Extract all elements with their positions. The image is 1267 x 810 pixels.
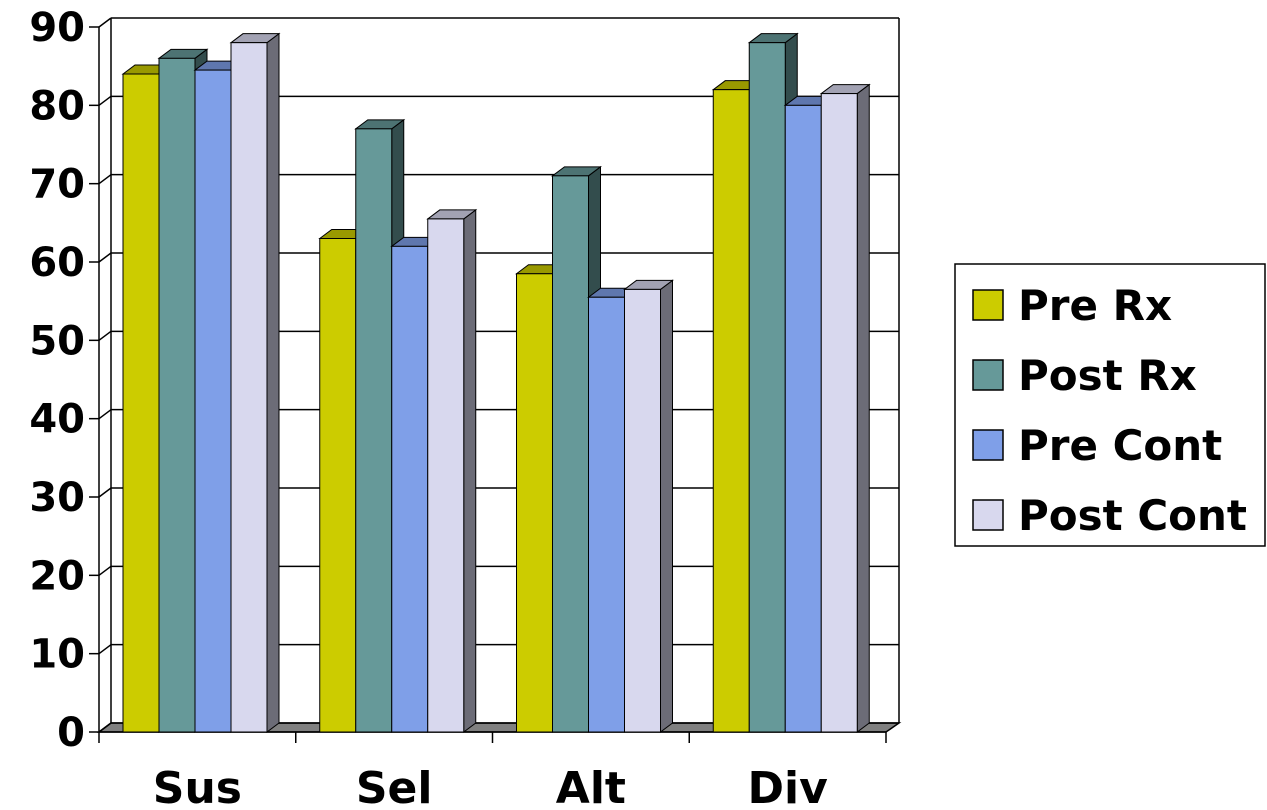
bar xyxy=(623,279,674,733)
x-tick-label: Sus xyxy=(153,763,242,810)
y-tick-label: 60 xyxy=(29,240,85,286)
bar-front xyxy=(624,288,661,733)
bar-front xyxy=(588,296,625,733)
legend-swatch xyxy=(972,359,1004,391)
legend-label: Post Rx xyxy=(1018,351,1197,400)
bar xyxy=(229,32,281,733)
y-tick-label: 50 xyxy=(29,318,85,364)
gridline-side xyxy=(98,487,112,498)
legend-label: Pre Rx xyxy=(1018,281,1172,330)
y-tick-label: 70 xyxy=(29,162,85,208)
y-tick-label: 90 xyxy=(29,5,85,51)
bar-side xyxy=(266,32,280,733)
legend-swatch xyxy=(972,499,1004,531)
x-tick-label: Sel xyxy=(356,763,433,810)
y-tick-label: 20 xyxy=(29,553,85,599)
bar-front xyxy=(158,57,196,733)
y-tick-label: 30 xyxy=(29,475,85,521)
bar-front xyxy=(194,69,232,733)
bar-side xyxy=(463,208,477,733)
bar-front xyxy=(427,218,465,733)
legend-box xyxy=(954,263,1266,547)
bar-front xyxy=(319,238,357,733)
gridline-side xyxy=(98,330,112,341)
gridline-side xyxy=(98,565,112,576)
bar-front xyxy=(820,93,858,733)
y-tick-label: 10 xyxy=(29,632,85,678)
y-tick-label: 40 xyxy=(29,397,85,443)
bar-side xyxy=(856,83,870,733)
y-tick-label: 0 xyxy=(57,710,85,756)
bar-front xyxy=(516,273,553,733)
gridline-side xyxy=(98,722,112,733)
bar-front xyxy=(712,89,750,733)
gridline-side xyxy=(98,409,112,420)
bar-front xyxy=(391,245,429,733)
bar xyxy=(426,208,478,733)
bar-front xyxy=(122,73,160,733)
bar-front xyxy=(552,175,589,733)
y-tick-labels: 0 10 20 30 40 50 60 70 80 90 xyxy=(29,5,85,756)
bar-front xyxy=(230,42,268,733)
legend-label: Post Cont xyxy=(1018,491,1247,540)
bar-side xyxy=(660,279,673,733)
gridline-side xyxy=(98,644,112,655)
bar-front xyxy=(784,104,822,733)
legend-swatch xyxy=(972,429,1004,461)
gridline-side xyxy=(98,252,112,263)
legend-label: Pre Cont xyxy=(1018,421,1222,470)
bar-front xyxy=(355,128,393,733)
x-tick-label: Alt xyxy=(556,763,626,810)
gridline-side xyxy=(98,95,112,106)
legend: Pre Rx Post Rx Pre Cont Post Cont xyxy=(954,263,1266,547)
x-tick-label: Div xyxy=(747,763,828,810)
bar xyxy=(819,83,871,733)
x-tick-labels: Sus Sel Alt Div xyxy=(153,763,828,810)
bar-front xyxy=(748,42,786,733)
bars xyxy=(121,32,871,733)
gridline-side xyxy=(98,174,112,185)
y-tick-label: 80 xyxy=(29,83,85,129)
gridline-side xyxy=(98,17,112,28)
legend-swatch xyxy=(972,289,1004,321)
